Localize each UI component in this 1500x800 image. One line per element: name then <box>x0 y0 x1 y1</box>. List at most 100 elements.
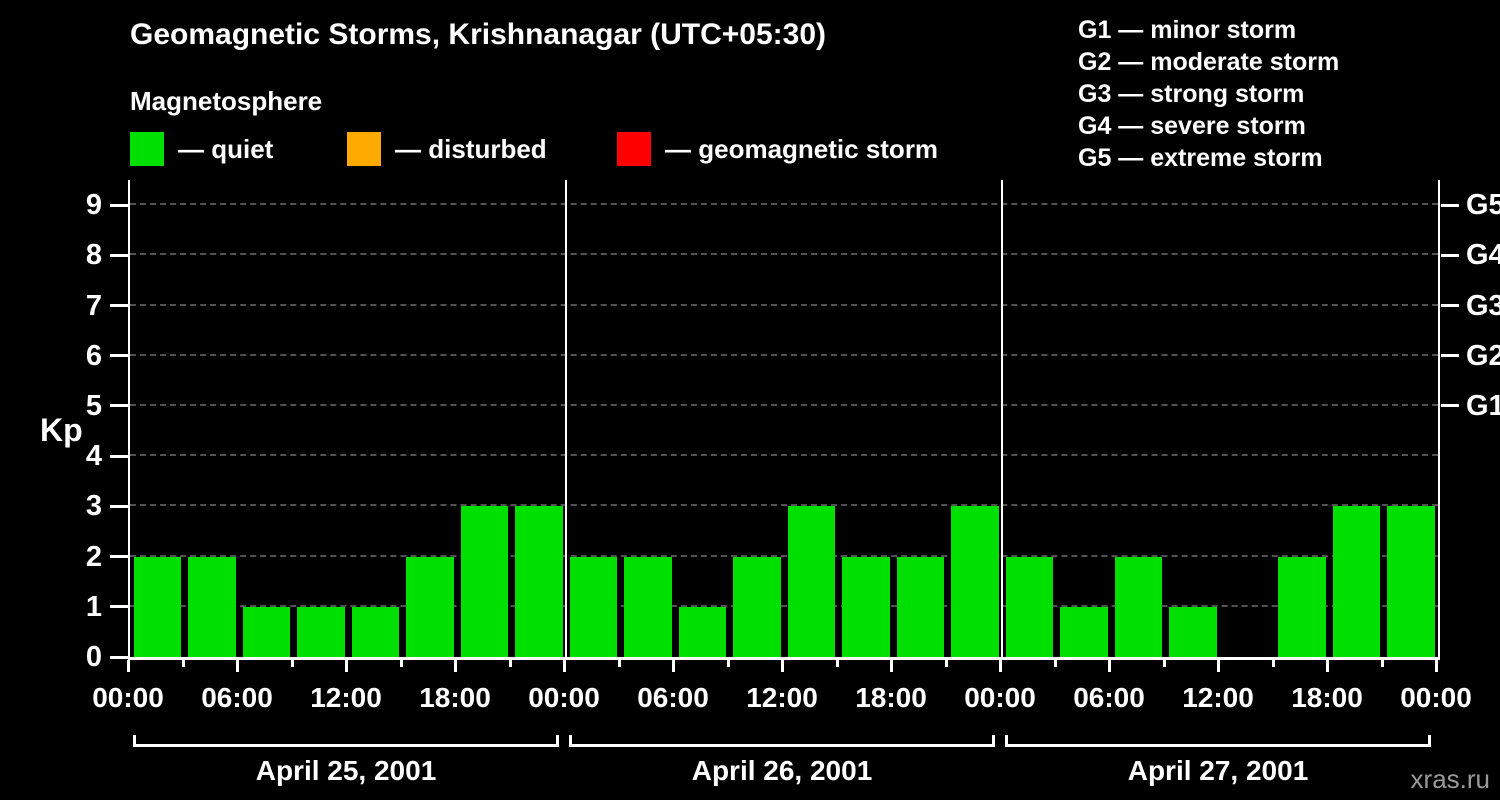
y-axis-label: 0 <box>85 641 102 673</box>
x-axis-label: 06:00 <box>201 682 273 713</box>
g4-description: G4 — severe storm <box>1078 112 1306 140</box>
y-axis-label: 3 <box>85 490 102 523</box>
right-axis-tick <box>1441 253 1459 257</box>
disturbed-color-swatch <box>347 132 381 166</box>
g-scale-label: G3 <box>1466 289 1500 322</box>
quiet-color-swatch <box>130 132 164 166</box>
kp-bar <box>297 606 345 657</box>
y-axis-tick <box>110 555 128 559</box>
x-axis-tick <box>671 660 675 672</box>
day-separator-line <box>1001 180 1003 657</box>
x-axis-label: 18:00 <box>419 682 491 713</box>
x-axis-tick <box>1325 660 1329 672</box>
kp-bar <box>133 556 181 657</box>
y-axis-label: 4 <box>85 440 102 473</box>
x-axis-label: 12:00 <box>746 682 818 713</box>
gridline <box>130 203 1438 206</box>
g1-description: G1 — minor storm <box>1078 16 1297 44</box>
y-axis-tick <box>110 454 128 458</box>
magnetosphere-label: Magnetosphere <box>130 86 323 116</box>
y-axis-label: 6 <box>85 339 102 372</box>
x-axis-label: 00:00 <box>528 682 600 713</box>
kp-bar <box>896 556 944 657</box>
g-scale-label: G4 <box>1466 239 1500 272</box>
legend-item-quiet: — quiet <box>130 132 273 166</box>
kp-bar <box>787 506 835 657</box>
x-axis-tick <box>453 660 457 672</box>
day-bracket <box>133 735 559 747</box>
kp-bar <box>733 556 781 657</box>
kp-bar-chart <box>128 180 1440 660</box>
x-axis-label: 00:00 <box>92 682 164 713</box>
gridline <box>130 353 1438 356</box>
x-axis-minor-tick <box>1380 660 1384 667</box>
kp-bar <box>1332 506 1380 657</box>
y-axis-label: 5 <box>85 389 102 422</box>
x-axis-minor-tick <box>1053 660 1057 667</box>
x-axis-minor-tick <box>181 660 185 667</box>
kp-bar <box>1114 556 1162 657</box>
y-axis-label: 8 <box>85 239 102 272</box>
kp-bar <box>951 506 999 657</box>
date-label: April 25, 2001 <box>255 755 437 786</box>
x-axis-minor-tick <box>508 660 512 667</box>
legend-label: — quiet <box>178 133 274 164</box>
day-bracket <box>569 735 995 747</box>
gridline <box>130 604 1438 607</box>
x-axis-label: 18:00 <box>855 682 927 713</box>
gridline <box>130 454 1438 457</box>
kp-bar <box>188 556 236 657</box>
y-axis-label: 2 <box>85 540 102 573</box>
x-axis-tick <box>344 660 348 672</box>
x-axis-tick <box>1107 660 1111 672</box>
x-axis-minor-tick <box>290 660 294 667</box>
x-axis-minor-tick <box>835 660 839 667</box>
legend-item-disturbed: — disturbed <box>347 132 547 166</box>
x-axis-label: 00:00 <box>1400 682 1472 713</box>
x-axis-tick <box>998 660 1002 672</box>
g-scale-label: G5 <box>1466 189 1500 222</box>
storm-scale-legend: G1 — minor storm G2 — moderate storm G3 … <box>1078 14 1339 174</box>
x-axis-tick <box>126 660 130 672</box>
watermark-link[interactable]: xras.ru <box>1410 764 1490 794</box>
kp-bar <box>1060 606 1108 657</box>
x-axis-minor-tick <box>726 660 730 667</box>
g5-description: G5 — extreme storm <box>1078 144 1323 172</box>
x-axis-label: 18:00 <box>1291 682 1363 713</box>
y-axis-tick <box>110 655 128 659</box>
x-axis-tick <box>889 660 893 672</box>
kp-bar <box>351 606 399 657</box>
g-scale-label: G1 <box>1466 389 1500 422</box>
y-axis-tick <box>110 304 128 308</box>
y-axis-tick <box>110 354 128 358</box>
day-bracket <box>1005 735 1431 747</box>
y-axis-label: 7 <box>85 289 102 322</box>
gridline <box>130 253 1438 256</box>
kp-bar <box>1387 506 1435 657</box>
gridline <box>130 504 1438 507</box>
right-axis-tick <box>1441 354 1459 358</box>
legend-label: — geomagnetic storm <box>665 133 939 164</box>
x-axis-label: 06:00 <box>1073 682 1145 713</box>
page-title: Geomagnetic Storms, Krishnanagar (UTC+05… <box>130 18 827 51</box>
x-axis-tick <box>235 660 239 672</box>
date-label: April 27, 2001 <box>1127 755 1309 786</box>
storm-color-swatch <box>617 132 651 166</box>
x-axis-label: 00:00 <box>964 682 1036 713</box>
gridline <box>130 554 1438 557</box>
legend-item-geomagnetic-storm: — geomagnetic storm <box>617 132 938 166</box>
date-label: April 26, 2001 <box>691 755 873 786</box>
kp-bar <box>515 506 563 657</box>
gridline <box>130 403 1438 406</box>
kp-bar <box>678 606 726 657</box>
g-scale-label: G2 <box>1466 339 1500 372</box>
kp-bar <box>1005 556 1053 657</box>
kp-bar <box>406 556 454 657</box>
y-axis-tick <box>110 253 128 257</box>
y-axis-title: Kp <box>40 412 83 448</box>
x-axis-minor-tick <box>617 660 621 667</box>
kp-bar <box>842 556 890 657</box>
day-separator-line <box>565 180 567 657</box>
kp-bar <box>242 606 290 657</box>
